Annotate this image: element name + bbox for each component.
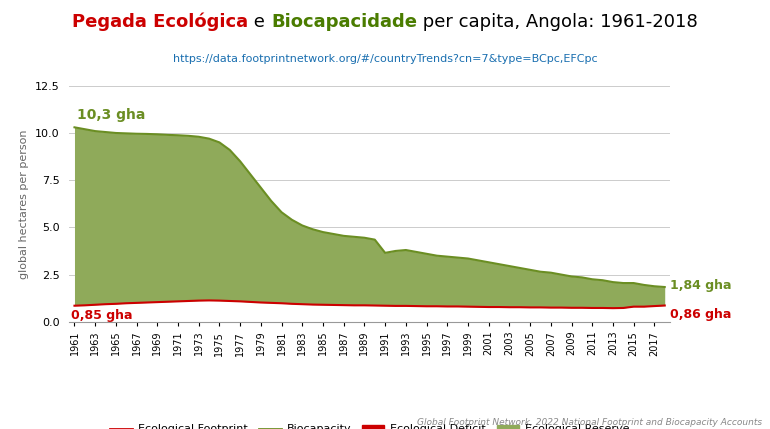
Text: Biocapacidade: Biocapacidade [271,13,417,31]
Legend: Ecological Footprint, Biocapacity, Ecological Deficit, Ecological Reserve: Ecological Footprint, Biocapacity, Ecolo… [105,420,634,429]
Text: Global Footprint Network, 2022 National Footprint and Biocapacity Accounts: Global Footprint Network, 2022 National … [417,418,762,427]
Text: Pegada Ecológica: Pegada Ecológica [72,13,249,31]
Text: https://data.footprintnetwork.org/#/countryTrends?cn=7&type=BCpc,EFCpc: https://data.footprintnetwork.org/#/coun… [172,54,598,63]
Text: per capita, Angola: 1961-2018: per capita, Angola: 1961-2018 [417,13,698,31]
Text: 10,3 gha: 10,3 gha [76,108,145,122]
Text: 0,85 gha: 0,85 gha [72,308,133,322]
Y-axis label: global hectares per person: global hectares per person [19,129,29,278]
Text: e: e [249,13,271,31]
Text: 1,84 gha: 1,84 gha [670,278,732,292]
Text: 0,86 gha: 0,86 gha [670,308,732,321]
